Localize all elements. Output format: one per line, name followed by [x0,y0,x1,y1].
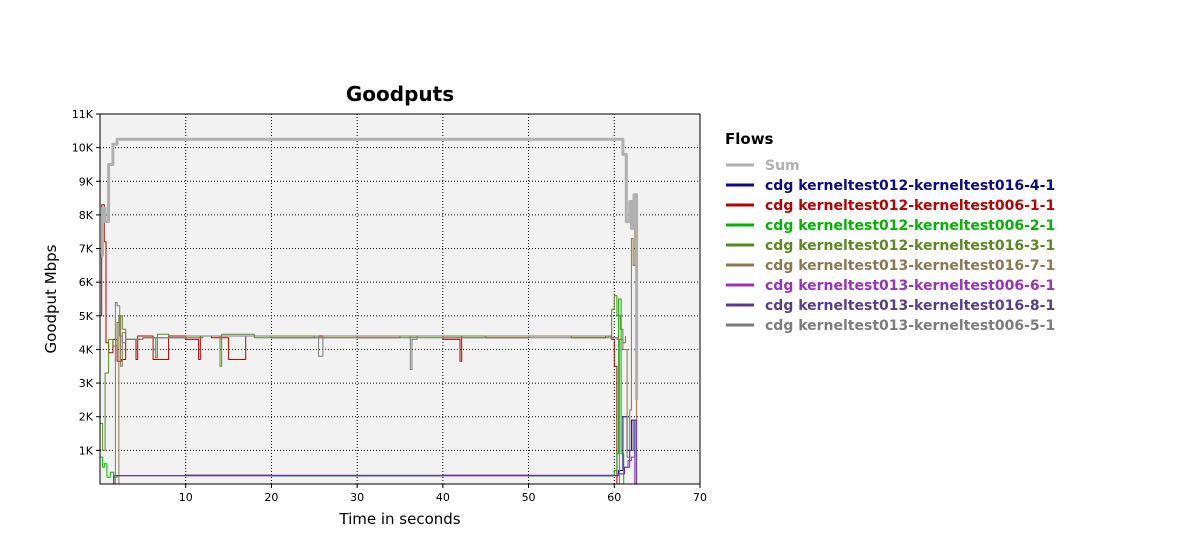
legend-entry-sum: Sum [765,158,800,174]
x-axis-label: Time in seconds [338,510,460,528]
legend-entry-cdg-kerneltest013-kerneltest016-8-1: cdg kerneltest013-kerneltest016-8-1 [765,298,1055,314]
plot-area [100,114,700,484]
y-tick-label: 7K [79,243,94,256]
legend-title: Flows [725,130,774,148]
y-tick-label: 5K [79,310,94,323]
y-tick-label: 4K [79,343,94,356]
series-line-cdg-kerneltest012-kerneltest016-3-1 [100,295,626,451]
plot-frame [99,113,701,485]
legend-entry-cdg-kerneltest012-kerneltest016-3-1: cdg kerneltest012-kerneltest016-3-1 [765,238,1055,254]
y-tick-label: 2K [79,411,94,424]
x-tick-label: 70 [693,491,707,504]
chart-title: Goodputs [346,82,454,106]
y-tick-label: 1K [79,444,94,457]
y-tick-label: 6K [79,276,94,289]
series-line-sum [100,137,639,400]
x-tick-label: 50 [522,491,536,504]
x-tick-label: 40 [436,491,450,504]
series-line-cdg-kerneltest013-kerneltest016-8-1 [100,419,638,484]
x-tick-label: 30 [350,491,364,504]
x-tick-label: 20 [264,491,278,504]
x-tick-label: 60 [607,491,621,504]
series-line-cdg-kerneltest013-kerneltest006-5-1 [100,301,620,484]
y-axis-label: Goodput Mbps [42,244,60,353]
legend: Sum cdg kerneltest012-kerneltest016-4-1 cd… [726,158,1055,334]
y-tick-label: 11K [72,108,94,121]
legend-entry-cdg-kerneltest013-kerneltest006-6-1: cdg kerneltest013-kerneltest006-6-1 [765,278,1055,294]
y-tick-label: 10K [72,142,94,155]
x-tick-label: 10 [179,491,193,504]
axis-ticks: 10 20 30 40 50 60 70 1K 2K 3K 4K 5K 6K 7K 8K 9K 10K 11K [72,108,707,504]
y-tick-label: 9K [79,175,94,188]
legend-entry-cdg-kerneltest013-kerneltest006-5-1: cdg kerneltest013-kerneltest006-5-1 [765,318,1055,334]
legend-entry-cdg-kerneltest012-kerneltest006-1-1: cdg kerneltest012-kerneltest006-1-1 [765,198,1055,214]
y-tick-label: 3K [79,377,94,390]
legend-entry-cdg-kerneltest013-kerneltest016-7-1: cdg kerneltest013-kerneltest016-7-1 [765,258,1055,274]
y-tick-label: 8K [79,209,94,222]
legend-entry-cdg-kerneltest012-kerneltest006-2-1: cdg kerneltest012-kerneltest006-2-1 [765,218,1055,234]
legend-entry-cdg-kerneltest012-kerneltest016-4-1: cdg kerneltest012-kerneltest016-4-1 [765,178,1055,194]
series-lines [100,137,639,484]
